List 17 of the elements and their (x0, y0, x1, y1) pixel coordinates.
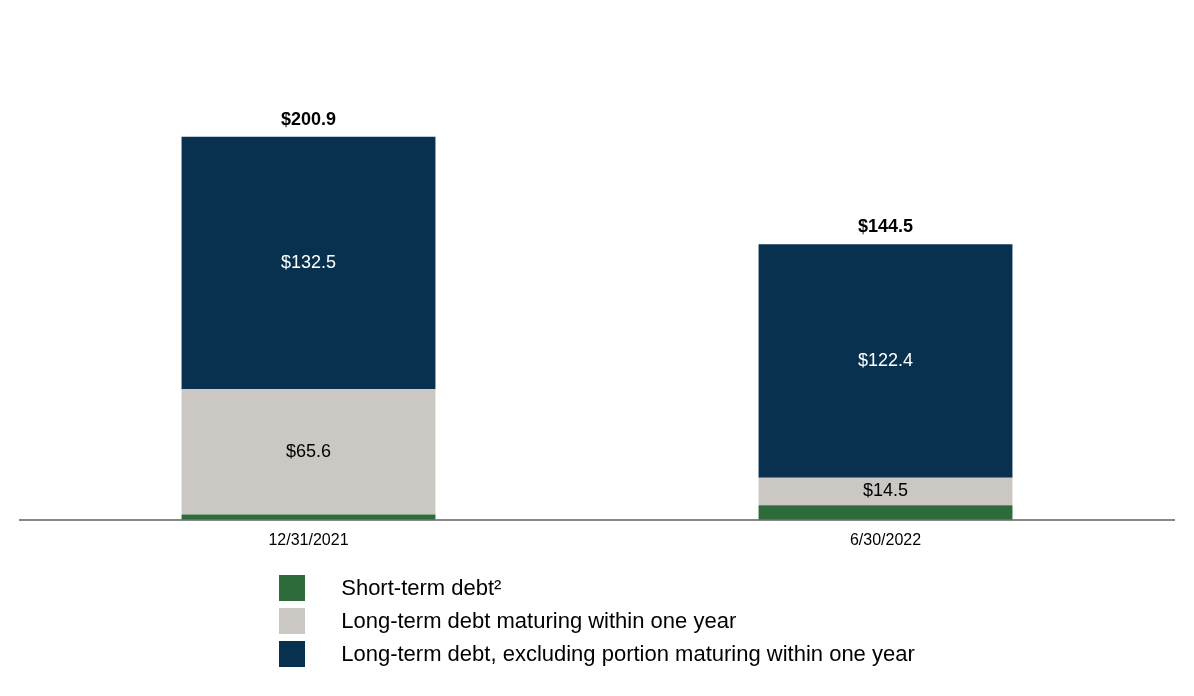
total-label: $200.9 (280, 108, 337, 129)
x-tick-label: 12/31/2021 (268, 530, 349, 548)
data-label: $14.5 (862, 480, 909, 501)
bar (758, 244, 1013, 478)
bar (181, 136, 436, 390)
data-label: $122.4 (857, 349, 914, 370)
bar (758, 505, 1013, 520)
legend-label: Short-term debt² (341, 574, 502, 601)
data-label: $65.6 (285, 440, 332, 461)
legend-label: Long-term debt maturing within one year (341, 607, 737, 634)
bar (181, 514, 436, 520)
x-tick-label: 6/30/2022 (849, 530, 922, 548)
data-label: $132.5 (280, 251, 337, 272)
legend-label: Long-term debt, excluding portion maturing within one year (341, 640, 915, 667)
bar (181, 389, 436, 515)
total-label: $144.5 (857, 216, 914, 237)
bar (758, 477, 1013, 506)
